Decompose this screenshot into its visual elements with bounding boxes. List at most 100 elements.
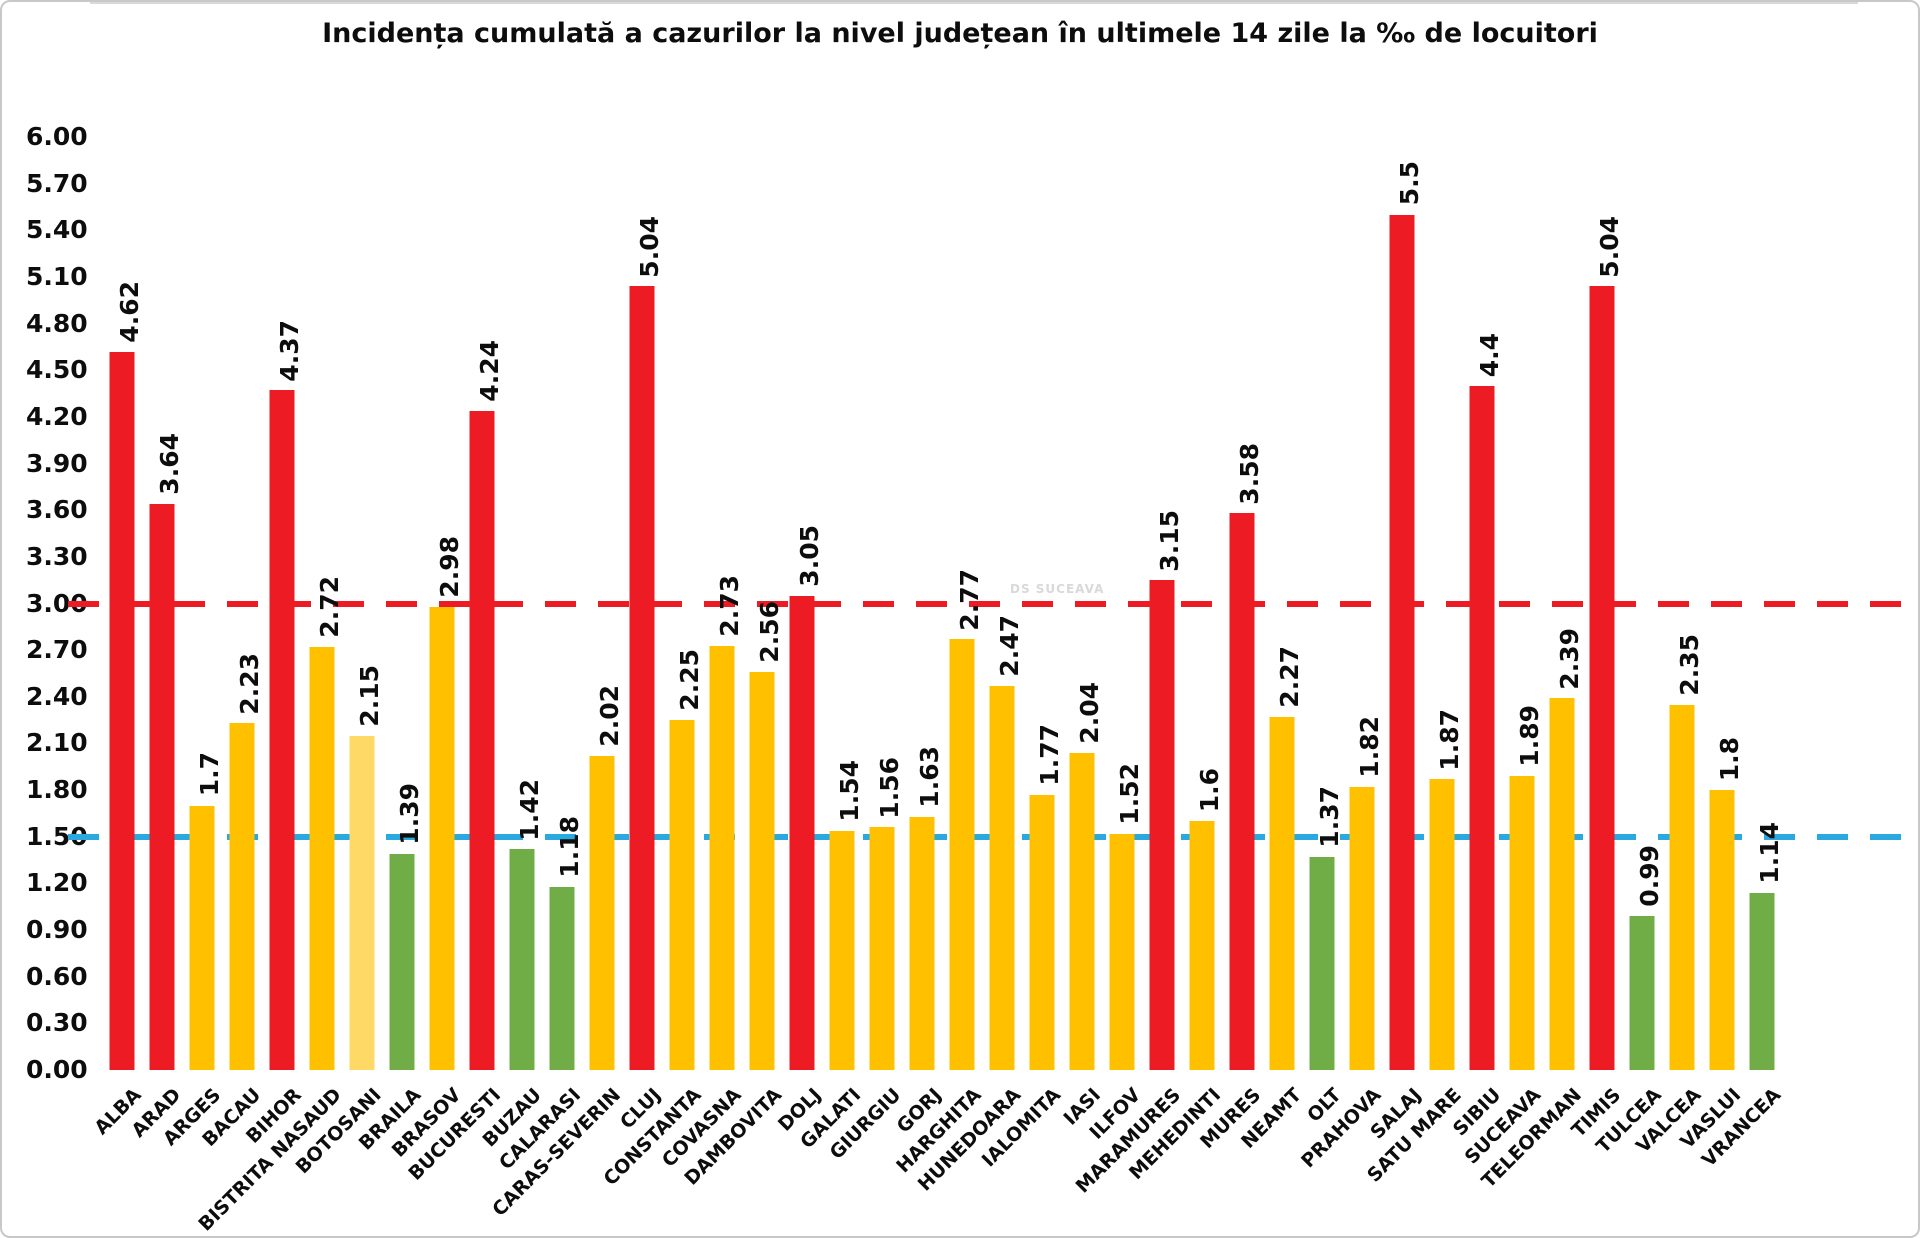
bar-slot-hunedoara: 2.47 HUNEDOARA [914,137,1025,1195]
bar-value-label: 1.39 [395,783,424,845]
bar-slot-harghita: 2.77 HARGHITA [892,137,985,1178]
bar [869,827,895,1070]
bar-slot-dolj: 3.05 DOLJ [774,137,826,1136]
bar-value-label: 2.15 [355,665,384,727]
y-axis-tick-label: 5.40 [26,215,88,245]
bar-slot-covasna: 2.73 COVASNA [658,137,746,1172]
bar [429,606,455,1070]
bar-slot-arges: 1.7 ARGES [159,137,225,1150]
bar-slot-salaj: 5.5 SALAJ [1366,137,1426,1143]
bar-slot-botosani: 2.15 BOTOSANI [291,137,385,1178]
bar-value-label: 4.62 [115,280,144,343]
bar-value-label: 1.89 [1515,705,1544,768]
bar-slot-ialomita: 1.77 IALOMITA [978,137,1065,1171]
bar-value-label: 1.87 [1435,708,1464,771]
bar-value-label: 2.25 [675,649,704,712]
bar [589,755,615,1070]
bar-value-label: 1.37 [1315,786,1344,848]
y-axis-tick-label: 1.80 [26,775,88,805]
bar-value-label: 2.04 [1075,682,1104,744]
y-axis-tick-label: 2.40 [26,681,88,711]
bar-slot-bucuresti: 4.24 BUCURESTI [405,137,506,1185]
bars-area: 4.62 ALBA 3.64 ARAD 1.7 ARGES 2.23 BACAU 4.37 BIH… [90,137,1785,1235]
y-axis-tick-label: 0.90 [26,915,88,945]
bar [189,805,215,1070]
bar [1309,856,1335,1070]
bar [1189,821,1215,1070]
bar-slot-caras-severin: 2.02 CARAS-SEVERIN [489,137,626,1221]
bar-slot-olt: 1.37 OLT [1302,137,1345,1126]
y-axis-tick-label: 5.70 [26,168,88,198]
bar [309,647,335,1070]
bar-value-label: 5.04 [635,215,664,278]
bar-slot-tulcea: 0.99 TULCEA [1592,137,1666,1157]
bar [1429,779,1455,1070]
bar-value-label: 2.47 [995,615,1024,677]
bar-value-label: 1.14 [1755,822,1784,884]
bar-value-label: 3.15 [1155,509,1184,572]
bar [1109,833,1135,1070]
y-axis-tick-label: 5.10 [26,261,88,291]
bar [1229,513,1255,1070]
bar-slot-sibiu: 4.4 SIBIU [1449,137,1505,1141]
bar [669,720,695,1070]
bar-value-label: 2.27 [1275,646,1304,709]
bar [749,671,775,1070]
bar [1069,752,1095,1070]
bar-value-label: 1.54 [835,759,864,822]
bar-value-label: 4.24 [475,340,504,402]
bar [1509,776,1535,1070]
bar-value-label: 2.73 [715,574,744,637]
bar-slot-prahova: 1.82 PRAHOVA [1297,137,1385,1172]
bar-slot-neamt: 2.27 NEAMT [1237,137,1306,1153]
bar [1349,787,1375,1070]
y-axis-tick-label: 2.70 [26,635,88,665]
bar [1549,698,1575,1070]
y-axis-tick-label: 3.60 [26,495,88,525]
bar-value-label: 1.7 [195,752,224,797]
chart-title: Incidența cumulată a cazurilor la nivel … [322,18,1598,49]
y-axis-tick-label: 0.00 [26,1055,88,1084]
bar-slot-mehedinti: 1.6 MEHEDINTI [1125,137,1225,1184]
bar-slot-galati: 1.54 GALATI [796,137,865,1153]
bar [709,645,735,1070]
bar-slot-giurgiu: 1.56 GIURGIU [826,137,906,1164]
bar-value-label: 1.18 [555,815,584,878]
bar-slot-valcea: 2.35 VALCEA [1632,137,1705,1158]
x-axis-line [90,2,1858,4]
y-axis-tick-label: 2.10 [26,728,88,758]
bar [109,351,135,1070]
threshold-line-red-threshold [68,600,1917,607]
bar-value-label: 1.77 [1035,724,1064,786]
bar-slot-brasov: 2.98 BRASOV [388,137,466,1162]
bar-slot-satu-mare: 1.87 SATU MARE [1363,137,1466,1187]
bar [1749,892,1775,1070]
bar-value-label: 2.98 [435,535,464,598]
bar-value-label: 1.56 [875,756,904,819]
bar-value-label: 4.4 [1475,332,1504,377]
bar-slot-dambovita: 2.56 DAMBOVITA [680,137,786,1189]
bar-value-label: 4.37 [275,319,304,382]
bar-value-label: 1.63 [915,745,944,808]
bar [1389,214,1415,1070]
bar [1469,385,1495,1070]
bar [229,723,255,1070]
bar [629,286,655,1070]
bar-value-label: 2.56 [755,601,784,663]
bar-slot-bacau: 2.23 BACAU [199,137,266,1151]
bar [1669,704,1695,1070]
bar-value-label: 0.99 [1635,845,1664,908]
bar-value-label: 5.04 [1595,215,1624,278]
bar-value-label: 1.8 [1715,736,1744,782]
bar [349,735,375,1070]
bar [1709,790,1735,1070]
bar [1029,794,1055,1070]
bar [789,595,815,1070]
bar-value-label: 1.52 [1115,762,1144,825]
bar-slot-bistrita-nasaud: 2.72 BISTRITA NASAUD [194,137,346,1235]
bar-slot-ilfov: 1.52 ILFOV [1086,137,1146,1144]
bar-value-label: 1.6 [1195,767,1224,813]
y-axis-tick-label: 0.60 [26,961,88,991]
bar-slot-gorj: 1.63 GORJ [892,137,945,1137]
